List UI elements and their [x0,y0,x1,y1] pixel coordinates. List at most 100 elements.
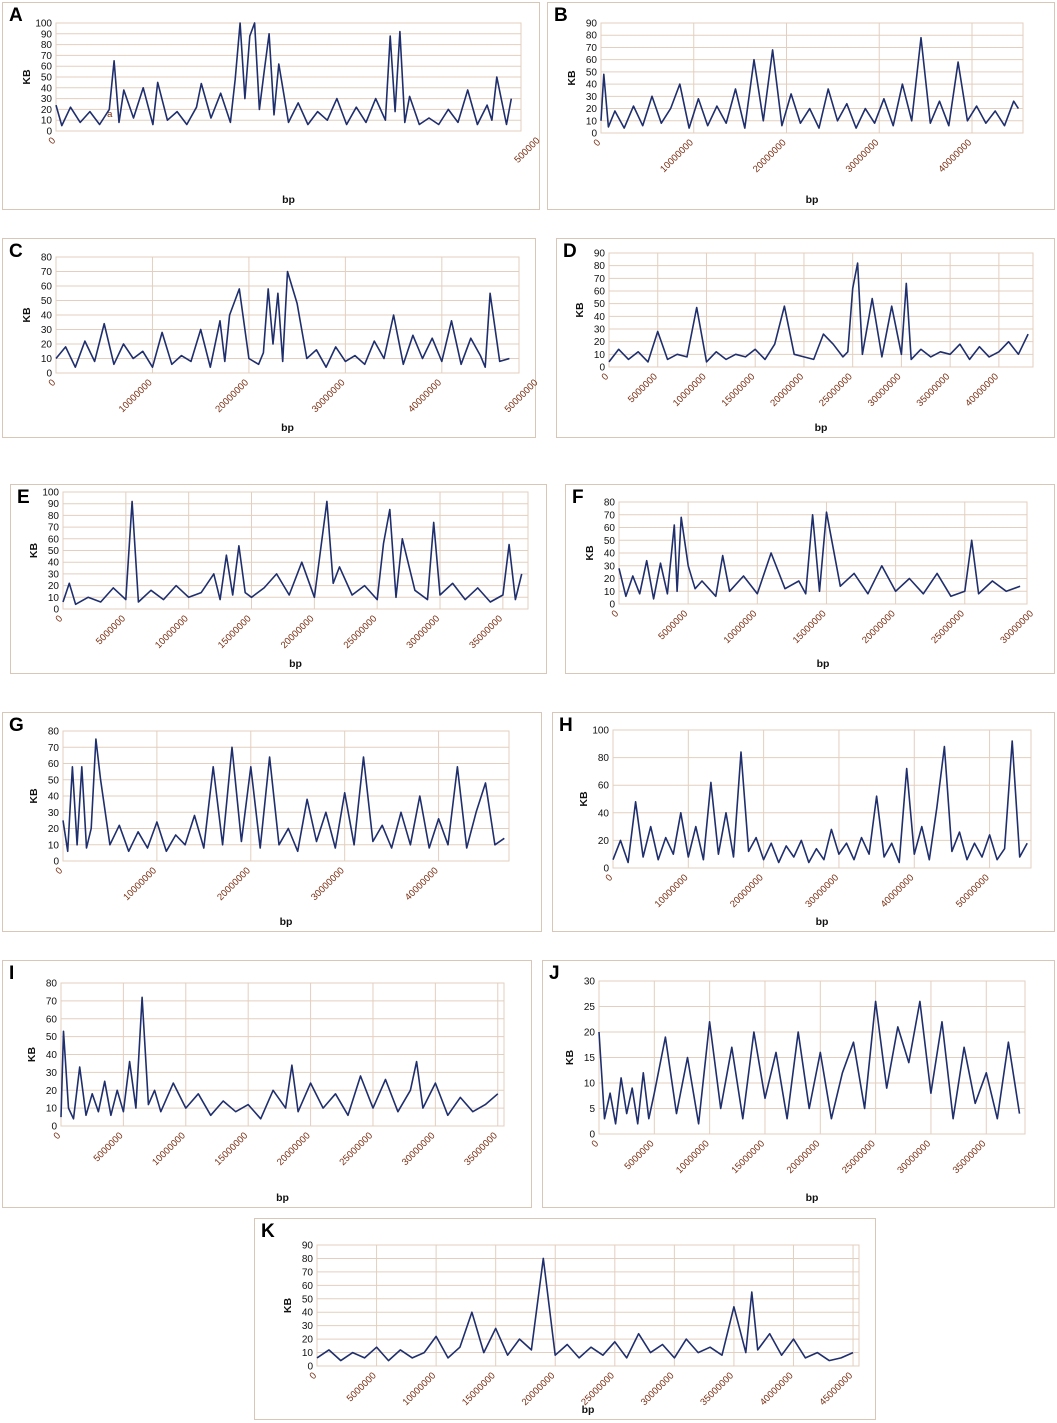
series-line [62,738,505,853]
x-tick-label: 10000000 [722,608,760,646]
x-tick-label: 35000000 [915,371,953,409]
x-tick-label: 5000000 [92,1130,126,1164]
x-axis-title: bp [289,658,302,670]
y-axis-title: KB [28,788,40,804]
x-tick-label: 10000000 [150,1130,188,1168]
y-tick-label: 70 [48,743,60,754]
x-tick-label: 30000000 [895,1138,933,1176]
chart-panel-g: G 0 10 20 30 40 50 60 70 80 0 10000000 20000000 30000… [2,712,542,932]
panel-label: E [17,487,30,508]
x-tick-label: 40000000 [936,137,974,175]
y-tick-label: 10 [41,116,53,127]
y-tick-label: 80 [48,727,60,738]
panel-label: C [9,241,23,262]
x-tick-label: 30000000 [803,872,841,910]
y-tick-label: 30 [41,325,53,336]
y-tick-label: 60 [586,55,598,66]
x-tick-label: 35000000 [698,1370,736,1408]
plot-area [316,1244,860,1367]
x-tick-label: 15000000 [720,371,758,409]
x-tick-label: 15000000 [460,1370,498,1408]
chart-panel-a: A 0 10 20 30 40 50 60 70 80 90 100 0 500000 KB bp a [2,2,542,210]
y-tick-label: 40 [604,549,616,560]
y-tick-label: 80 [41,40,53,51]
x-tick-label: 30000000 [844,137,882,175]
x-tick-label: 5000000 [656,608,690,642]
x-tick-label: 0 [604,872,616,884]
x-tick-label: 5000000 [626,371,660,405]
y-tick-label: 80 [604,498,616,509]
x-tick-label: 20000000 [215,865,253,903]
x-tick-label: 0 [47,377,59,389]
y-tick-label: 70 [48,523,60,534]
y-tick-label: 25 [584,1002,596,1013]
y-tick-label: 30 [302,1321,314,1332]
chart-panel-c: C 0 10 20 30 40 50 60 70 80 0 10000000 20000000 30000… [2,238,540,438]
x-axis-title: bp [281,422,294,434]
x-tick-label: 15000000 [729,1138,767,1176]
y-tick-label: 50 [46,1032,58,1043]
series-line [55,270,510,368]
x-tick-label: 35000000 [462,1130,500,1168]
series-line [612,740,1028,864]
y-tick-label: 90 [302,1241,314,1252]
x-axis-title: bp [817,658,830,670]
x-tick-label: 0 [54,865,66,877]
y-tick-label: 20 [302,1335,314,1346]
y-tick-label: 20 [41,340,53,351]
x-tick-label: 30000000 [639,1370,677,1408]
y-tick-label: 30 [48,808,60,819]
y-tick-label: 20 [46,1086,58,1097]
x-tick-label: 35000000 [467,613,505,651]
x-tick-label: 20000000 [213,377,251,415]
x-tick-label: 0 [610,608,622,620]
x-tick-label: 20000000 [728,872,766,910]
y-axis-title: KB [584,545,596,561]
y-tick-label: 15 [584,1053,596,1064]
y-tick-label: 50 [594,299,606,310]
y-tick-label: 80 [48,511,60,522]
y-tick-label: 50 [604,536,616,547]
chart-svg-j: J 0 5 10 15 20 25 30 0 5000000 10000000 15000000 200… [549,963,1026,1204]
x-axis-title: bp [282,194,295,206]
y-tick-label: 0 [51,1122,57,1133]
plot-area [55,22,522,132]
y-tick-label: 10 [48,593,60,604]
x-tick-label: 30000000 [866,371,904,409]
x-tick-label: 10000000 [653,872,691,910]
series-line [62,500,523,606]
chart-panel-b: B 0 10 20 30 40 50 60 70 80 90 0 10000000 20000000 300… [547,2,1055,210]
y-tick-label: 60 [594,287,606,298]
y-tick-label: 0 [589,1130,595,1141]
chart-svg-c: C 0 10 20 30 40 50 60 70 80 0 10000000 20000000 30000… [9,241,540,434]
x-tick-label: 0 [54,613,66,625]
y-tick-label: 30 [586,92,598,103]
x-tick-label: 20000000 [520,1370,558,1408]
x-tick-label: 25000000 [929,608,967,646]
panel-label: G [9,715,24,736]
y-tick-label: 0 [591,129,597,140]
x-tick-label: 15000000 [213,1130,251,1168]
y-tick-label: 30 [604,561,616,572]
y-tick-label: 70 [586,43,598,54]
y-tick-label: 80 [586,31,598,42]
y-axis-title: KB [21,307,33,323]
y-tick-label: 60 [48,759,60,770]
x-tick-label: 15000000 [791,608,829,646]
y-tick-label: 20 [41,105,53,116]
y-axis-title: KB [566,70,578,86]
y-tick-label: 0 [46,127,52,138]
y-tick-label: 0 [609,600,615,611]
x-tick-label: 10000000 [658,137,696,175]
x-tick-label: 25000000 [817,371,855,409]
y-tick-label: 10 [586,116,598,127]
plot-area [600,22,1024,134]
panel-label: K [261,1221,275,1242]
x-tick-label: 10000000 [671,371,709,409]
x-tick-label: 0 [308,1370,320,1382]
y-tick-label: 50 [586,67,598,78]
x-tick-label: 500000 [512,135,542,165]
x-tick-label: 45000000 [817,1370,855,1408]
series-line [618,511,1021,600]
